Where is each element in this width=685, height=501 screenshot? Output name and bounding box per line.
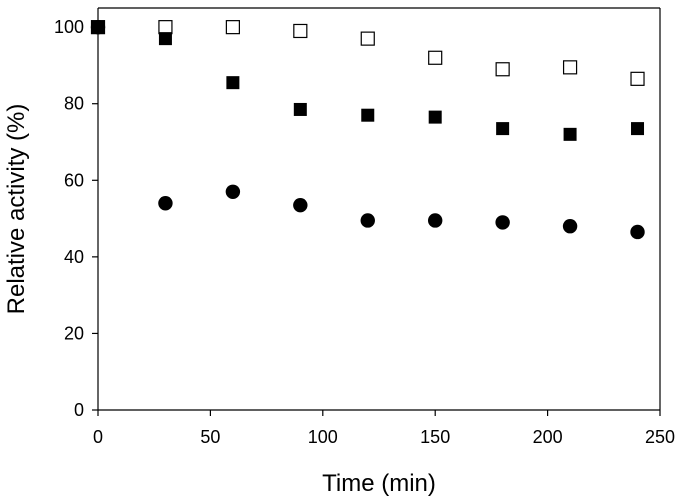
x-axis-title: Time (min) [322, 470, 436, 497]
data-point-filled-square [361, 108, 375, 122]
data-points [90, 19, 645, 240]
x-tick-label: 0 [93, 427, 103, 447]
data-point-filled-square [631, 122, 645, 136]
data-point-open-square [428, 50, 443, 65]
data-point-filled-square [226, 76, 240, 90]
data-point-filled-square [496, 122, 510, 136]
x-tick-label: 50 [200, 427, 220, 447]
data-point-filled-circle [630, 224, 645, 240]
data-point-filled-circle [158, 196, 173, 211]
data-point-filled-circle [360, 213, 375, 228]
data-point-filled-square [293, 102, 307, 116]
data-point-filled-circle [495, 215, 510, 230]
tick-labels: 0 50 100 150 200 250 0 20 40 60 80 100 [54, 17, 675, 447]
data-point-filled-square [563, 127, 577, 141]
data-point-filled-circle [293, 197, 308, 213]
x-tick-label: 200 [533, 427, 563, 447]
y-tick-label: 60 [64, 170, 84, 190]
y-tick-label: 0 [74, 400, 84, 420]
y-axis-title: Relative activity (%) [3, 104, 30, 315]
data-point-open-square [225, 20, 240, 35]
data-point-open-square [630, 71, 645, 86]
y-tick-label: 80 [64, 94, 84, 114]
x-tick-label: 150 [420, 427, 450, 447]
data-point-filled-square [158, 32, 172, 46]
x-tick-label: 250 [645, 427, 675, 447]
data-point-open-square [562, 60, 578, 75]
data-point-filled-circle [225, 184, 241, 199]
data-point-open-square [158, 20, 173, 35]
y-tick-label: 40 [64, 247, 84, 267]
data-point-filled-circle [428, 213, 443, 228]
data-point-filled-circle [562, 219, 578, 234]
y-tick-label: 100 [54, 17, 84, 37]
data-point-open-square [495, 62, 510, 77]
y-tick-label: 20 [64, 323, 84, 343]
data-point-open-square [293, 23, 308, 39]
data-point-open-square [360, 31, 375, 46]
data-point-filled-square [428, 110, 442, 124]
x-tick-label: 100 [308, 427, 338, 447]
